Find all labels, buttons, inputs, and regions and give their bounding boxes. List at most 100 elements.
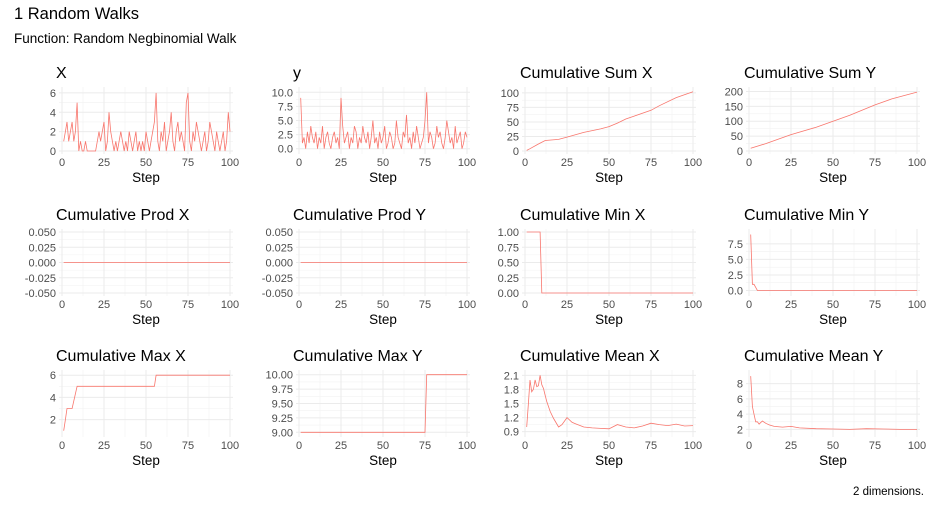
facet-title: X — [56, 65, 67, 82]
y-tick-label: 1.5 — [504, 399, 519, 411]
page-subtitle: Function: Random Negbinomial Walk — [14, 31, 237, 46]
x-tick-label: 0 — [296, 440, 302, 452]
x-tick-label: 0 — [296, 299, 302, 311]
series-line — [63, 374, 230, 431]
facet-title: Cumulative Mean X — [520, 348, 660, 365]
page-caption: 2 dimensions. — [853, 486, 924, 498]
y-tick-label: 5.0 — [278, 116, 293, 128]
x-tick-label: 25 — [98, 157, 110, 169]
y-tick-label: 0.050 — [265, 227, 293, 239]
facet-panel: 0 25 50 75 100 0.0 2.5 5.0 7.5 10.0y Step — [272, 65, 477, 185]
y-tick-label: 0.000 — [28, 258, 56, 270]
x-tick-label: 25 — [785, 299, 797, 311]
series-line — [300, 92, 468, 149]
y-tick-label: 0.050 — [28, 227, 56, 239]
facet-title: Cumulative Max X — [56, 348, 186, 365]
x-tick-label: 25 — [785, 440, 797, 452]
x-axis-label: Step — [595, 453, 623, 468]
y-tick-label: 8 — [737, 379, 743, 391]
y-tick-label: 4 — [50, 392, 56, 404]
x-tick-label: 25 — [98, 299, 110, 311]
y-tick-label: 0 — [50, 146, 56, 158]
x-axis-label: Step — [595, 170, 623, 185]
x-tick-label: 25 — [561, 440, 573, 452]
facet-panel: 0 25 50 75 100 -0.050 -0.025 0.000 0.025 0.050Cum… — [25, 207, 239, 327]
y-tick-label: 25 — [507, 131, 519, 143]
x-tick-label: 100 — [908, 299, 926, 311]
facet-title: Cumulative Sum Y — [744, 65, 877, 82]
series-line — [750, 91, 918, 149]
y-tick-label: 0.025 — [28, 242, 56, 254]
facet-title: Cumulative Prod X — [56, 207, 190, 224]
y-tick-label: 6 — [737, 394, 743, 406]
y-tick-label: 4 — [50, 107, 56, 119]
y-tick-label: 2.1 — [504, 370, 519, 382]
x-tick-label: 0 — [746, 440, 752, 452]
x-tick-label: 25 — [561, 299, 573, 311]
x-tick-label: 100 — [684, 440, 702, 452]
facet-panel: 0 25 50 75 100 0.0 2.5 5.0 7.5 Cumulative Min Y St… — [728, 207, 926, 327]
x-tick-label: 100 — [684, 157, 702, 169]
y-tick-label: 10.0 — [272, 87, 293, 99]
y-tick-label: 0 — [513, 146, 519, 158]
y-tick-label: 75 — [507, 102, 519, 114]
series-line — [750, 234, 917, 291]
x-tick-label: 25 — [98, 440, 110, 452]
series-line — [750, 376, 917, 430]
x-tick-label: 25 — [561, 157, 573, 169]
x-tick-label: 100 — [908, 157, 926, 169]
y-tick-label: 7.5 — [728, 239, 743, 251]
y-tick-label: -0.050 — [25, 288, 56, 300]
x-tick-label: 50 — [827, 440, 839, 452]
x-tick-label: 75 — [419, 440, 431, 452]
x-axis-label: Step — [819, 312, 847, 327]
y-tick-label: 0.000 — [265, 258, 293, 270]
y-tick-label: 9.25 — [272, 413, 293, 425]
y-tick-label: 0.25 — [498, 273, 519, 285]
facet-title: y — [293, 65, 301, 82]
y-tick-label: 50 — [731, 131, 743, 143]
facet-title: Cumulative Mean Y — [744, 348, 884, 365]
y-tick-label: 9.00 — [272, 427, 293, 439]
x-axis-label: Step — [132, 312, 160, 327]
x-axis-label: Step — [369, 453, 397, 468]
x-tick-label: 75 — [645, 299, 657, 311]
y-tick-label: 9.75 — [272, 384, 293, 396]
x-tick-label: 75 — [182, 157, 194, 169]
x-tick-label: 100 — [684, 299, 702, 311]
y-tick-label: 50 — [507, 117, 519, 129]
x-tick-label: 75 — [869, 299, 881, 311]
y-tick-label: 2 — [737, 424, 743, 436]
x-tick-label: 100 — [458, 440, 476, 452]
y-tick-label: 0.0 — [728, 286, 743, 298]
x-tick-label: 25 — [335, 157, 347, 169]
facet-title: Cumulative Min X — [520, 207, 646, 224]
y-tick-label: 6 — [50, 370, 56, 382]
facet-title: Cumulative Prod Y — [293, 207, 426, 224]
facet-panel: 0 25 50 75 100 -0.050 -0.025 0.000 0.025 0.050Cum… — [262, 207, 476, 327]
x-tick-label: 75 — [645, 157, 657, 169]
x-axis-label: Step — [132, 453, 160, 468]
series-line — [63, 92, 231, 152]
y-tick-label: 10.00 — [265, 370, 293, 382]
facet-title: Cumulative Min Y — [744, 207, 869, 224]
y-tick-label: 2.5 — [728, 270, 743, 282]
y-tick-label: -0.050 — [262, 288, 293, 300]
y-tick-label: 0 — [737, 146, 743, 158]
x-tick-label: 50 — [377, 440, 389, 452]
y-tick-label: 7.5 — [278, 101, 293, 113]
y-tick-label: 1.8 — [504, 384, 519, 396]
x-tick-label: 0 — [522, 299, 528, 311]
x-tick-label: 0 — [59, 157, 65, 169]
x-tick-label: 75 — [419, 299, 431, 311]
y-tick-label: 0.00 — [498, 288, 519, 300]
y-tick-label: 200 — [725, 86, 743, 98]
x-axis-label: Step — [595, 312, 623, 327]
y-tick-label: 0.75 — [498, 242, 519, 254]
x-tick-label: 75 — [869, 157, 881, 169]
x-tick-label: 50 — [603, 440, 615, 452]
